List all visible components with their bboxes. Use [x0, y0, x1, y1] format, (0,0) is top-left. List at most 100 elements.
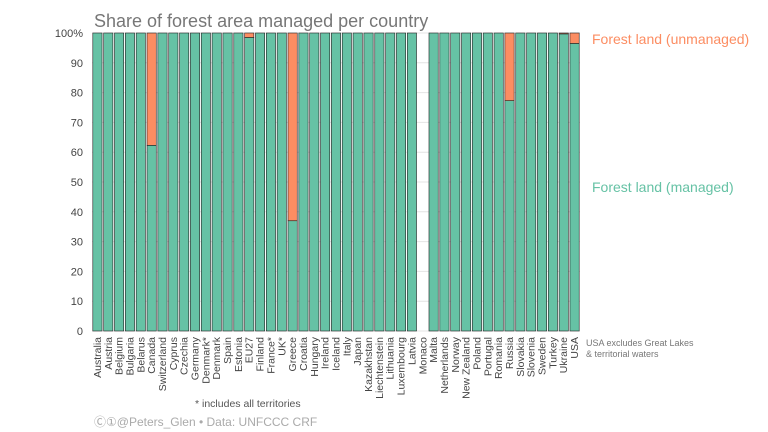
y-axis: 0 10 20 30 40 50 60 70 80 90 100%	[55, 28, 83, 338]
legend: Forest land (unmanaged) Forest land (man…	[592, 31, 749, 195]
x-tick-label: Denmark*	[200, 337, 212, 384]
x-tick-label: UK*	[276, 337, 288, 356]
chart-title: Share of forest area managed per country	[94, 11, 428, 31]
x-tick-label: Kazakhstan	[363, 337, 375, 392]
x-tick-label: EU27	[244, 337, 256, 363]
bar-managed	[558, 33, 569, 332]
bar-managed	[569, 43, 580, 332]
bar-managed	[114, 32, 125, 332]
bar-unmanaged	[146, 32, 157, 146]
bar-managed	[222, 32, 233, 332]
x-tick-label: Poland	[471, 337, 483, 370]
x-tick-label: Liechtenstein	[374, 337, 386, 399]
bars	[92, 32, 580, 332]
x-tick-label: Greece	[287, 337, 299, 372]
x-tick-label: Turkey	[547, 336, 559, 368]
y-tick-label: 30	[71, 237, 83, 249]
x-tick-label: Japan	[352, 337, 364, 366]
x-tick-label: Netherlands	[439, 337, 451, 394]
bar-managed	[547, 32, 558, 332]
bar-unmanaged	[569, 32, 580, 44]
bar-managed	[211, 32, 222, 332]
bar-managed	[309, 32, 320, 332]
x-tick-label: Ukraine	[558, 337, 570, 373]
x-tick-label: Czechia	[179, 337, 191, 375]
x-tick-label: Italy	[341, 336, 353, 356]
bar-unmanaged	[558, 32, 569, 35]
x-tick-label: Germany	[190, 336, 202, 380]
x-tick-label: Portugal	[482, 337, 494, 376]
y-tick-label: 20	[71, 266, 83, 278]
bar-managed	[428, 32, 439, 332]
bar-managed	[92, 32, 103, 332]
credit-line: Ⓒ①@Peters_Glen • Data: UNFCCC CRF	[94, 415, 317, 429]
usa-note-line2: & territorial waters	[586, 349, 659, 359]
y-tick-label: 40	[71, 207, 83, 219]
x-tick-label: Lithuania	[385, 337, 397, 380]
usa-note-line1: USA excludes Great Lakes	[586, 338, 694, 348]
x-tick-label: Estonia	[233, 337, 245, 372]
bar-managed	[482, 32, 493, 332]
legend-unmanaged: Forest land (unmanaged)	[592, 31, 749, 47]
bar-managed	[190, 32, 200, 332]
bar-managed	[266, 32, 276, 332]
x-tick-label: Sweden	[537, 337, 549, 375]
x-tick-label: USA	[569, 337, 581, 359]
bar-managed	[157, 32, 168, 332]
x-tick-label: Belgium	[114, 337, 126, 375]
bar-managed	[135, 32, 146, 332]
x-tick-label: Norway	[450, 336, 462, 372]
bar-managed	[374, 32, 385, 332]
x-tick-label: Ireland	[320, 337, 332, 369]
bar-managed	[493, 32, 504, 332]
x-tick-label: Malta	[428, 337, 440, 363]
asterisk-note: * includes all territories	[195, 398, 301, 410]
bar-managed	[298, 32, 309, 332]
bar-managed	[472, 32, 482, 332]
bar-managed	[244, 37, 255, 332]
x-tick-label: Canada	[146, 337, 158, 374]
x-tick-label: Luxembourg	[396, 337, 408, 396]
bar-managed	[515, 32, 526, 332]
bar-managed	[255, 32, 266, 332]
x-tick-label: Hungary	[309, 336, 321, 376]
bar-managed	[146, 145, 157, 332]
bar-unmanaged	[504, 32, 515, 101]
bar-managed	[526, 32, 537, 332]
x-tick-label: Austria	[103, 337, 115, 370]
y-tick-label: 80	[71, 88, 83, 100]
x-tick-label: Australia	[92, 337, 104, 378]
y-tick-label: 70	[71, 117, 83, 129]
bar-managed	[125, 32, 135, 332]
bar-managed	[352, 32, 363, 332]
x-tick-label: Slovenia	[526, 337, 538, 377]
x-tick-label: Belarus	[135, 337, 147, 373]
x-tick-label: New Zealand	[461, 337, 473, 399]
bar-managed	[168, 32, 179, 332]
x-tick-label: Spain	[222, 337, 234, 364]
bar-managed	[341, 32, 352, 332]
x-tick-label: Bulgaria	[124, 337, 136, 376]
bar-managed	[537, 32, 547, 332]
x-axis: AustraliaAustriaBelgiumBulgariaBelarusCa…	[92, 336, 581, 399]
x-tick-label: Iceland	[331, 337, 343, 371]
bar-managed	[406, 32, 417, 332]
bar-managed	[363, 32, 374, 332]
x-tick-label: Cyprus	[168, 337, 180, 370]
bar-managed	[103, 32, 114, 332]
x-tick-label: Denmark	[211, 336, 223, 379]
y-tick-label: 60	[71, 147, 83, 159]
bar-managed	[320, 32, 331, 332]
y-tick-label: 100%	[55, 28, 83, 40]
x-tick-label: Slovakia	[515, 337, 527, 377]
bar-managed	[287, 220, 298, 332]
bar-managed	[385, 32, 396, 332]
bar-managed	[233, 32, 244, 332]
x-tick-label: Russia	[504, 337, 516, 369]
bar-unmanaged	[244, 32, 255, 38]
bar-managed	[450, 32, 461, 332]
y-tick-label: 0	[77, 326, 83, 338]
y-tick-label: 90	[71, 58, 83, 70]
x-tick-label: Monaco	[417, 337, 429, 375]
